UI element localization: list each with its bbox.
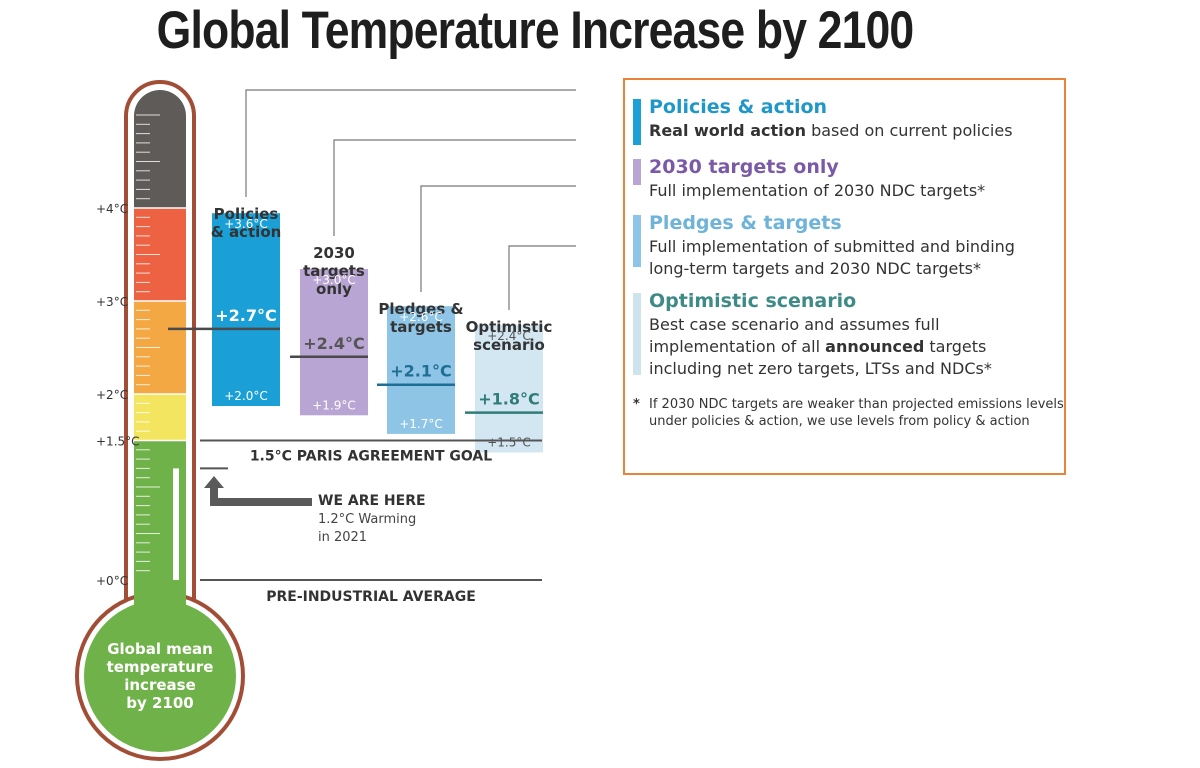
paris-goal-label: 1.5°C PARIS AGREEMENT GOAL [250,449,492,465]
scenario-label: scenario [473,336,545,354]
legend-title: Policies & action [649,96,828,118]
scenario-low-label: +1.9°C [312,398,356,412]
legend-description-line: long-term targets and 2030 NDC targets* [649,258,981,280]
legend-color-bar [633,159,641,185]
legend-description-text: targets [924,337,987,356]
scale-label: +4°C [96,202,128,216]
legend-description-line: implementation of all announced targets [649,336,986,358]
scale-label: +0°C [96,574,128,588]
connector-line [333,139,576,236]
scenario-label: Optimistic [466,318,553,336]
scenario-label: & action [211,223,282,241]
scenario-label: targets [303,262,365,280]
scale-label: +2°C [96,388,128,402]
scenario-bar-0 [212,213,280,406]
legend-box: Policies & action Real world action based… [623,78,1066,475]
current-level-indicator [173,468,179,580]
scenario-bar-2 [387,306,455,434]
thermometer-bulb [84,600,236,752]
we-are-here-line2: in 2021 [318,530,367,545]
scenario-central-label: +2.4°C [303,334,365,353]
legend-description-text: including net zero targets, LTSs and NDC… [649,359,992,378]
legend-title: Pledges & targets [649,212,842,234]
connector-line [245,89,576,197]
scenario-central-label: +2.7°C [215,306,277,325]
scenario-label: 2030 [313,244,355,262]
scenario-bar-1 [300,269,368,416]
we-are-here-line1: 1.2°C Warming [318,512,416,527]
bulb-text-line: by 2100 [126,694,194,712]
legend-description-text: Full implementation of submitted and bin… [649,237,1015,256]
scenario-label: only [316,280,352,298]
scenario-high-label: +3.6°C [224,217,268,231]
legend-title: 2030 targets only [649,156,839,178]
scale-label: +3°C [96,295,128,309]
scenario-central-label: +2.1°C [390,362,452,381]
thermometer-segment-yellow [134,394,186,441]
legend-description-text: based on current policies [806,121,1013,140]
legend-color-bar [633,215,641,267]
bulb-text-line: Global mean [107,640,213,658]
bulb-text-line: increase [124,676,196,694]
legend-description-bold: announced [825,337,925,356]
scenario-high-label: +2.6°C [399,310,443,324]
legend-title: Optimistic scenario [649,290,857,312]
scenario-high-label: +2.4°C [487,329,531,343]
footnote-star: * [633,397,640,412]
scenario-central-label: +1.8°C [478,390,540,409]
legend-description-line: Best case scenario and assumes full [649,314,940,336]
scenario-high-label: +3.0°C [312,273,356,287]
legend-description-text: long-term targets and 2030 NDC targets* [649,259,981,278]
legend-description-line: Real world action based on current polic… [649,120,1013,142]
legend-description-bold: Real world action [649,121,806,140]
connector-line [508,245,576,310]
legend-description-text: Best case scenario and assumes full [649,315,940,334]
legend-description-text: Full implementation of 2030 NDC targets* [649,181,986,200]
scenario-label: Policies [214,205,279,223]
we-are-here-arrow [204,476,312,506]
scenario-label: targets [390,318,452,336]
legend-description-line: Full implementation of 2030 NDC targets* [649,180,985,202]
legend-description-line: including net zero targets, LTSs and NDC… [649,358,992,380]
scenario-low-label: +2.0°C [224,389,268,403]
connector-line [420,185,576,292]
bulb-text-line: temperature [107,658,214,676]
footnote-line: under policies & action, we use levels f… [649,414,1030,429]
legend-description-text: implementation of all [649,337,826,356]
footnote-line: If 2030 NDC targets are weaker than proj… [649,397,1064,412]
pre-industrial-label: PRE-INDUSTRIAL AVERAGE [266,589,476,605]
page-title: Global Temperature Increase by 2100 [156,1,914,60]
legend-description-line: Full implementation of submitted and bin… [649,236,1015,258]
thermometer-segment-top-fill [134,120,186,208]
scenario-bar-3 [475,324,543,453]
scenario-low-label: +1.5°C [487,436,531,450]
scenario-low-label: +1.7°C [399,417,443,431]
we-are-here-title: WE ARE HERE [318,493,426,509]
scale-label: +1.5°C [96,435,140,449]
legend-color-bar [633,99,641,145]
legend-color-bar [633,293,641,375]
scenario-label: Pledges & [378,300,463,318]
